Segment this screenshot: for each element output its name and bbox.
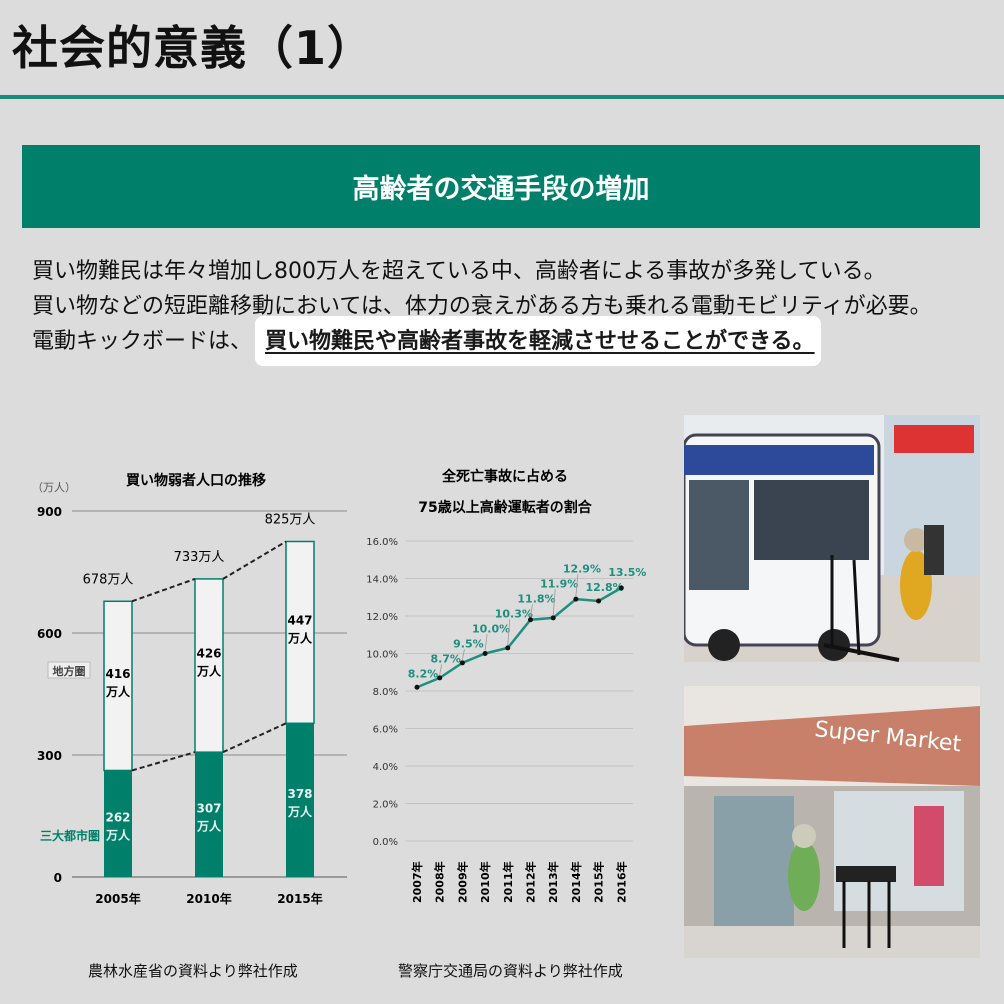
series-line xyxy=(416,586,622,689)
data-label: 12.8% xyxy=(586,581,624,594)
x-tick-label: 2010年 xyxy=(186,891,231,906)
data-point xyxy=(573,596,579,602)
data-label-leader xyxy=(575,574,579,597)
bar-segment-regional xyxy=(285,540,315,725)
bar-label-metro: 262 万人 xyxy=(105,811,131,843)
elderly-accident-chart: 全死亡事故に占める 75歳以上高齢運転者の割合 0.0% 2.0% 4.0% 6.0%… xyxy=(366,468,646,903)
data-label: 12.9% xyxy=(563,562,601,575)
data-point xyxy=(482,651,488,656)
x-tick-label: 2016年 xyxy=(614,861,628,903)
data-label-leader xyxy=(552,589,556,615)
data-point xyxy=(459,660,465,666)
y-tick-label: 2.0% xyxy=(373,800,398,811)
data-label-leader xyxy=(530,604,533,617)
bar-total-label: 678万人 xyxy=(83,572,134,587)
y-tick-label: 12.0% xyxy=(366,612,398,623)
bar-label-regional: 426 万人 xyxy=(196,647,222,679)
y-tick-label: 900 xyxy=(37,505,62,519)
data-label: 10.3% xyxy=(495,607,533,620)
y-tick-label: 0 xyxy=(54,871,62,885)
chart2-source: 警察庁交通局の資料より弊社作成 xyxy=(398,962,623,980)
supermarket-photo: Super Market xyxy=(684,686,980,958)
bar-label-regional: 447 万人 xyxy=(287,613,313,645)
bar-total-label: 733万人 xyxy=(174,550,225,565)
data-point xyxy=(437,675,443,681)
y-tick-label: 0.0% xyxy=(373,837,398,848)
x-tick-label: 2011年 xyxy=(501,861,515,903)
data-label: 8.7% xyxy=(430,652,461,665)
body-line-3-prefix: 電動キックボードは、 xyxy=(32,329,253,354)
connector-line xyxy=(222,722,287,754)
bar-segment-metro xyxy=(104,770,132,877)
bar-label-metro: 307 万人 xyxy=(196,802,222,834)
bar-segment-regional xyxy=(103,600,133,772)
bar-label-metro: 378 万人 xyxy=(287,787,313,819)
x-tick-label: 2009年 xyxy=(455,861,469,903)
chart2-title-1: 全死亡事故に占める xyxy=(441,468,568,485)
bar-segment-metro xyxy=(195,752,223,877)
chart1-title: 買い物弱者人口の推移 xyxy=(126,472,266,489)
connector-line xyxy=(131,577,196,603)
data-label: 11.9% xyxy=(540,577,578,590)
section-banner: 高齢者の交通手段の増加 xyxy=(22,145,980,228)
data-label: 11.8% xyxy=(517,592,555,605)
body-line-1: 買い物難民は年々増加し800万人を超えている中、高齢者による事故が多発している。 xyxy=(32,259,886,284)
x-tick-label: 2007年 xyxy=(410,861,424,903)
y-tick-label: 300 xyxy=(37,749,62,763)
body-line-2: 買い物などの短距離移動においては、体力の衰えがある方も乗れる電動モビリティが必要… xyxy=(32,294,932,319)
bar-segment-regional xyxy=(194,578,224,753)
y-tick-label: 600 xyxy=(37,627,62,641)
bus-stop-photo xyxy=(684,415,980,662)
x-tick-label: 2010年 xyxy=(478,861,492,903)
x-tick-label: 2014年 xyxy=(569,861,583,903)
connector-line xyxy=(131,751,196,772)
y-tick-label: 10.0% xyxy=(366,650,398,661)
x-tick-label: 2012年 xyxy=(524,861,538,903)
banner-text: 高齢者の交通手段の増加 xyxy=(352,174,650,205)
highlight-text: 買い物難民や高齢者事故を軽減させせることができる。 xyxy=(265,329,815,354)
connector-line xyxy=(222,540,287,580)
data-point xyxy=(414,684,420,690)
data-label-leader xyxy=(507,619,511,645)
data-point xyxy=(618,585,624,591)
highlight-box xyxy=(255,316,821,366)
chart2-title-2: 75歳以上高齢運転者の割合 xyxy=(418,499,592,516)
legend-regional-box xyxy=(47,661,91,679)
title-divider xyxy=(0,95,1004,99)
data-point xyxy=(550,615,556,621)
data-point xyxy=(528,617,533,623)
y-tick-label: 4.0% xyxy=(373,762,398,773)
y-tick-label: 6.0% xyxy=(373,725,398,736)
bar-segment-metro xyxy=(286,723,314,877)
x-tick-label: 2015年 xyxy=(277,891,322,906)
y-tick-label: 16.0% xyxy=(366,537,398,548)
x-tick-label: 2015年 xyxy=(592,861,606,903)
data-label-leader xyxy=(484,634,488,651)
bar-total-label: 825万人 xyxy=(265,513,316,528)
y-tick-label: 14.0% xyxy=(366,575,398,586)
data-label: 8.2% xyxy=(408,667,439,680)
y-tick-label: 8.0% xyxy=(373,687,398,698)
x-tick-label: 2005年 xyxy=(95,891,140,906)
data-label: 13.5% xyxy=(608,566,646,579)
shopping-vulnerable-chart: 買い物弱者人口の推移 （万人） 0 300 600 900 262 万人 416 万人 678万… xyxy=(32,472,347,906)
data-point xyxy=(596,598,602,604)
bar-label-regional: 416 万人 xyxy=(105,667,131,699)
data-label-leader xyxy=(439,664,443,675)
data-label: 10.0% xyxy=(472,622,510,635)
chart1-unit: （万人） xyxy=(32,481,76,494)
chart1-source: 農林水産省の資料より弊社作成 xyxy=(88,962,298,980)
data-label-leader xyxy=(462,649,465,660)
x-tick-label: 2013年 xyxy=(546,861,560,903)
data-label: 9.5% xyxy=(453,637,484,650)
page-title: 社会的意義（1） xyxy=(12,21,375,75)
legend-metro: 三大都市圏 xyxy=(40,828,100,843)
x-tick-label: 2008年 xyxy=(433,861,447,903)
legend-regional: 地方圏 xyxy=(53,664,86,678)
data-point xyxy=(505,645,511,651)
